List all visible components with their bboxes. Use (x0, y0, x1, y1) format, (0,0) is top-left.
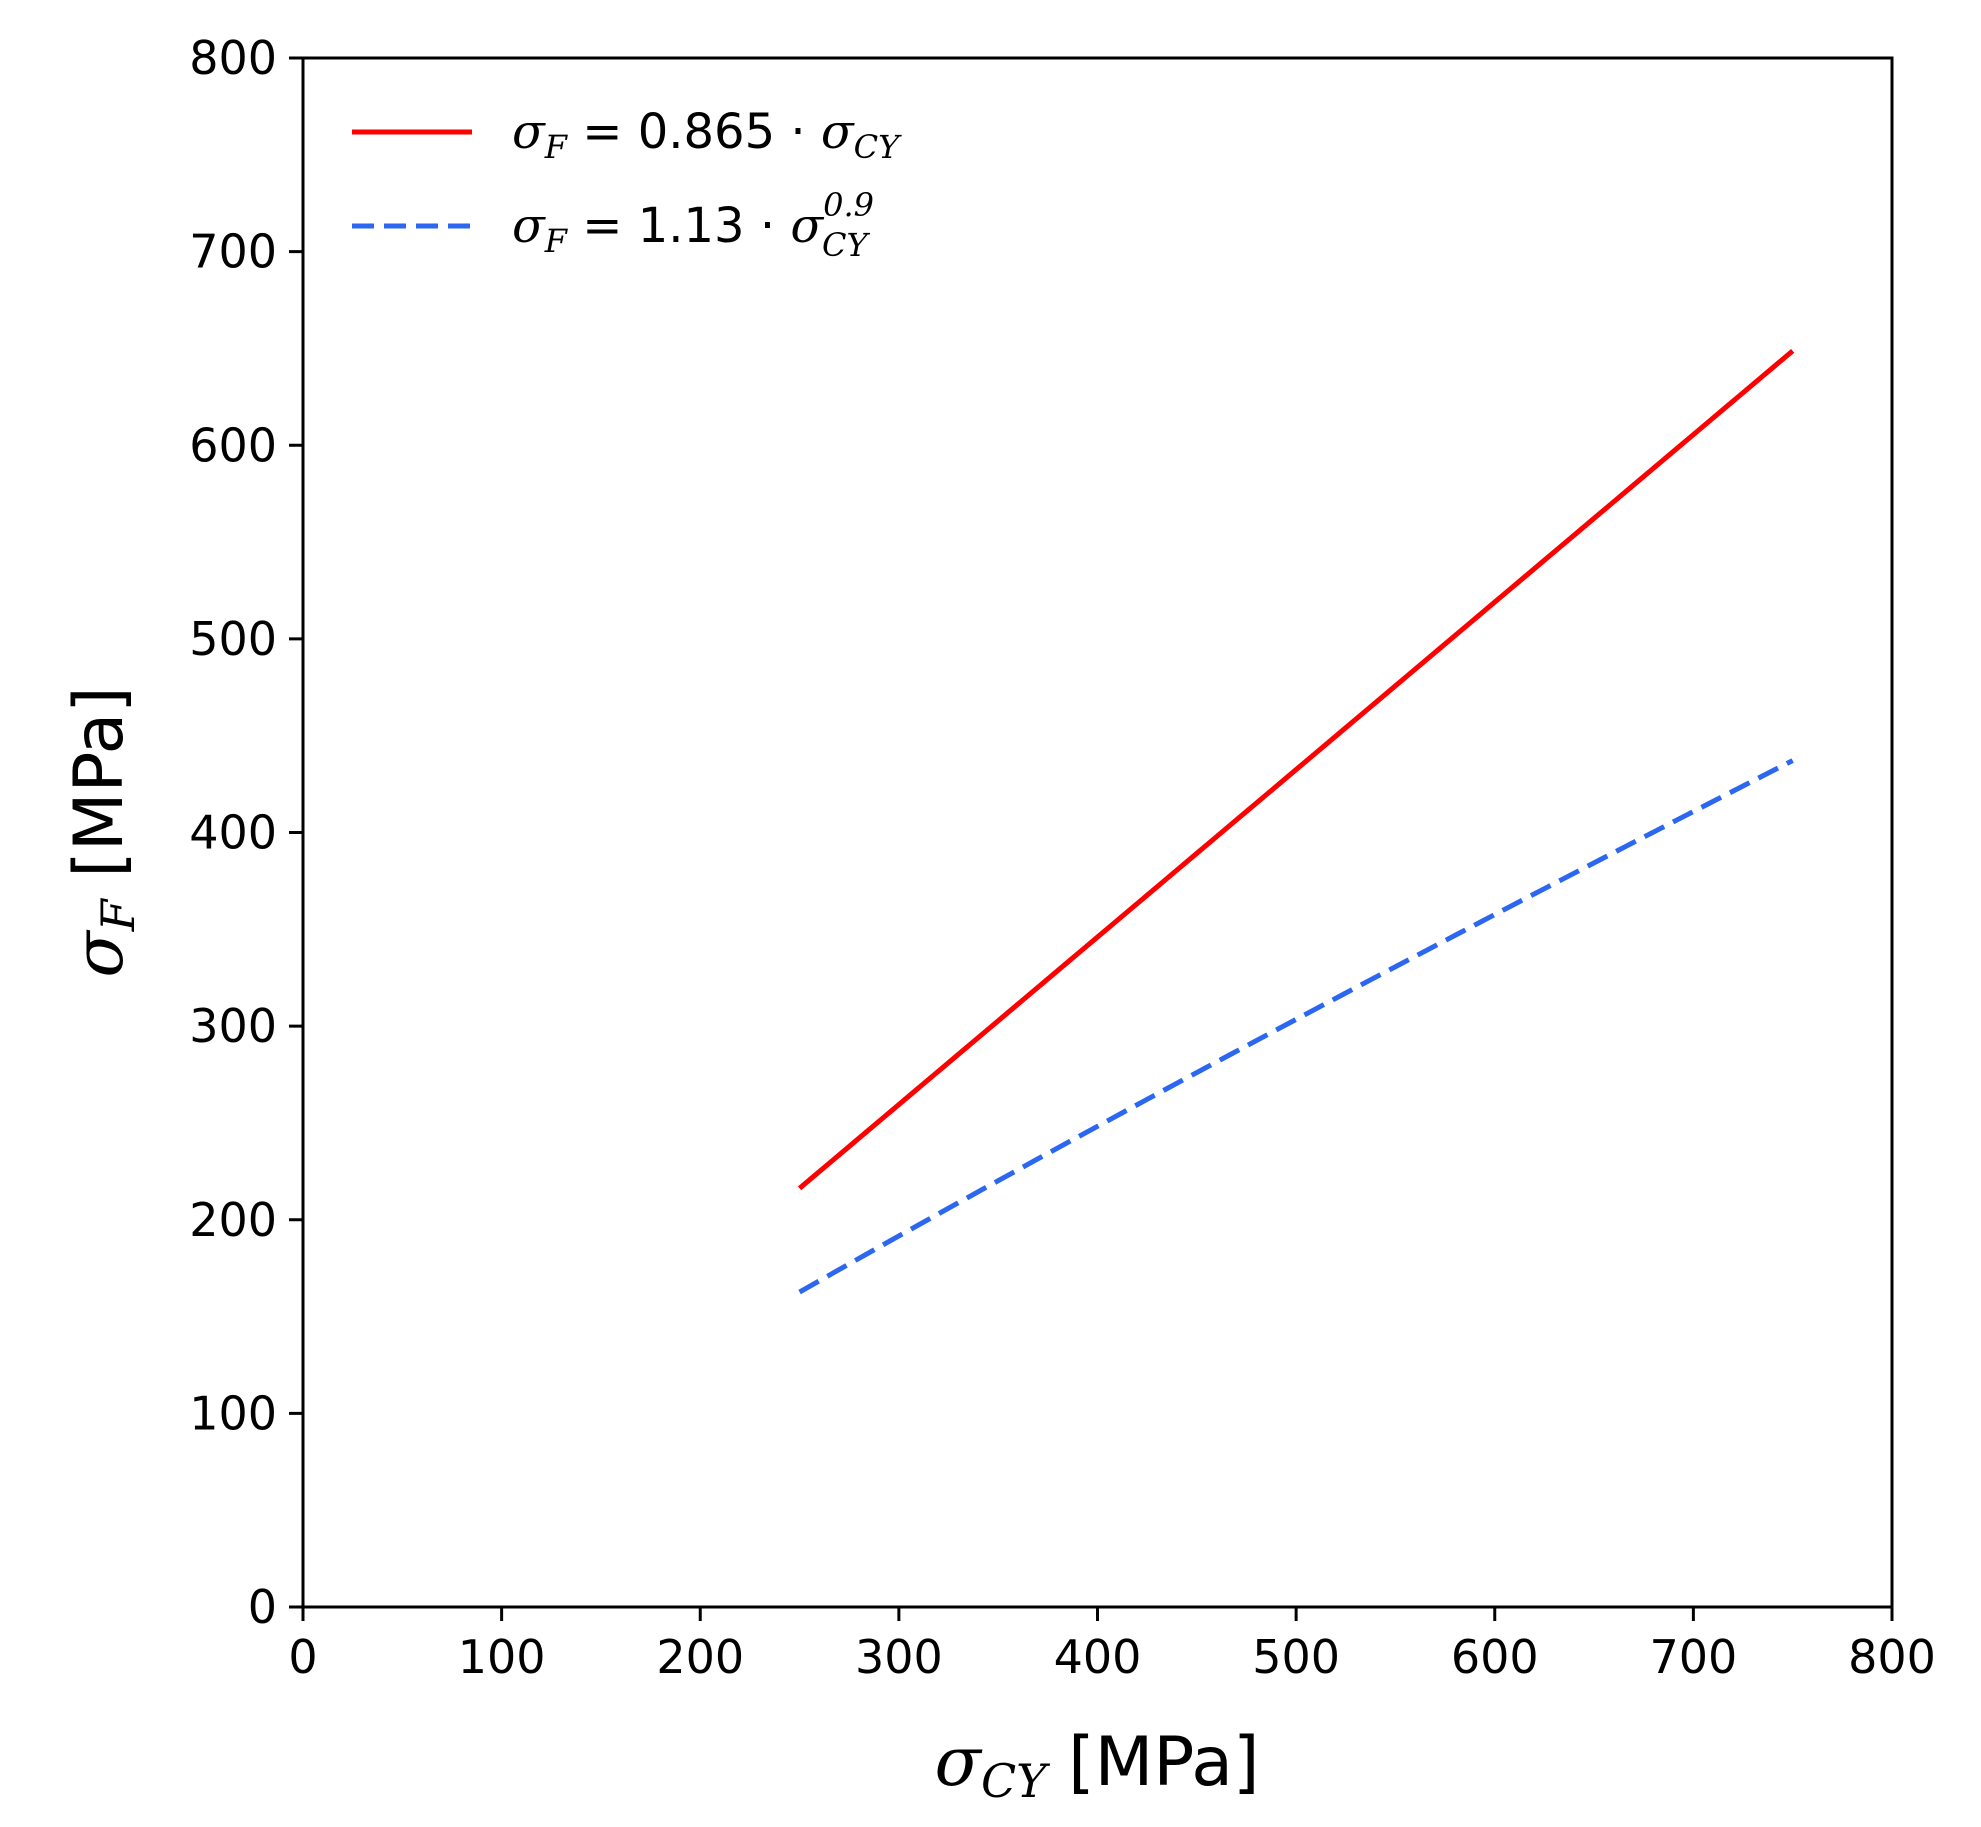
x-tick-label: 0 (288, 1630, 317, 1684)
y-tick-label: 500 (189, 612, 277, 666)
x-tick-label: 400 (1054, 1630, 1142, 1684)
y-tick-label: 800 (189, 31, 277, 85)
series-line-power (798, 758, 1794, 1295)
y-axis-label: σF [MPa] (60, 686, 145, 977)
y-tick-label: 400 (189, 806, 277, 860)
x-tick-label: 800 (1848, 1630, 1936, 1684)
x-tick-label: 700 (1649, 1630, 1737, 1684)
y-tick-label: 300 (189, 999, 277, 1053)
x-tick-label: 100 (458, 1630, 546, 1684)
y-tick-label: 100 (189, 1386, 277, 1440)
y-tick-label: 600 (189, 418, 277, 472)
plot-lines (797, 348, 1795, 1295)
x-tick-label: 300 (855, 1630, 943, 1684)
x-tick-label: 600 (1451, 1630, 1539, 1684)
legend-label-linear: σF = 0.865 · σCY (512, 104, 902, 166)
x-tick-label: 500 (1252, 1630, 1340, 1684)
y-tick-label: 700 (189, 225, 277, 279)
y-axis-ticks: 0 100 200 300 400 500 600 700 800 (189, 31, 303, 1634)
x-axis-ticks: 0 100 200 300 400 500 600 700 800 (288, 1607, 1936, 1684)
x-tick-label: 200 (656, 1630, 744, 1684)
legend-label-power: σF = 1.13 · σ0.9 CY (512, 186, 874, 264)
y-tick-label: 0 (248, 1580, 277, 1634)
legend: σF = 0.865 · σCY σF = 1.13 · σ0.9 CY (352, 104, 902, 264)
x-axis-label: σCY [MPa] (935, 1723, 1260, 1808)
series-line-linear (797, 348, 1795, 1191)
y-tick-label: 200 (189, 1193, 277, 1247)
